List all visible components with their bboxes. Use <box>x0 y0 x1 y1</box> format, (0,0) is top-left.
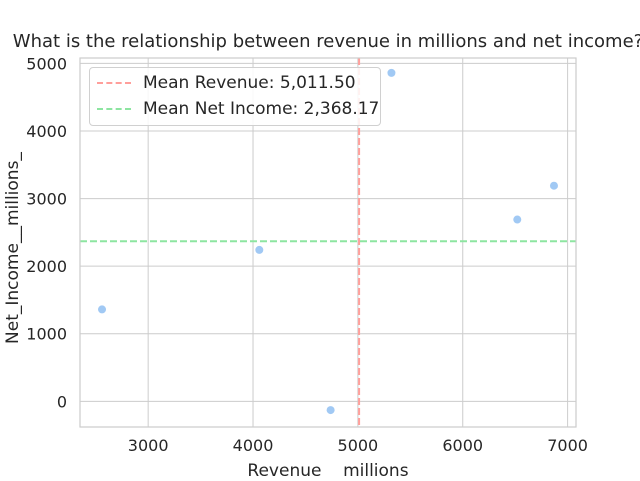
legend-entry-mean-revenue: Mean Revenue: 5,011.50 <box>97 72 356 94</box>
legend-swatch-mean-net-income <box>97 108 131 110</box>
chart-title: What is the relationship between revenue… <box>12 31 640 52</box>
x-tick-label: 7000 <box>547 436 588 455</box>
x-tick-label: 3000 <box>128 436 169 455</box>
legend-label-mean-net-income: Mean Net Income: 2,368.17 <box>143 99 380 119</box>
y-tick-label: 2000 <box>26 257 67 276</box>
legend: Mean Revenue: 5,011.50 Mean Net Income: … <box>89 67 381 126</box>
y-axis-label: Net_Income__millions_ <box>3 152 23 344</box>
legend-swatch-mean-revenue <box>97 82 131 84</box>
tick-labels: 3000 4000 5000 6000 7000 0 1000 2000 3000 4000 500… <box>26 54 588 455</box>
legend-entry-mean-net-income: Mean Net Income: 2,368.17 <box>97 98 379 120</box>
data-point <box>255 245 264 254</box>
legend-label-mean-revenue: Mean Revenue: 5,011.50 <box>143 73 356 93</box>
x-tick-label: 5000 <box>338 436 379 455</box>
y-tick-label: 3000 <box>26 190 67 209</box>
y-tick-label: 4000 <box>26 122 67 141</box>
data-point <box>549 181 558 190</box>
x-tick-label: 4000 <box>233 436 274 455</box>
y-tick-label: 5000 <box>26 54 67 73</box>
x-axis-label: Revenue millions <box>247 461 409 481</box>
x-tick-label: 6000 <box>442 436 483 455</box>
y-tick-label: 0 <box>57 392 67 411</box>
y-tick-label: 1000 <box>26 325 67 344</box>
data-point <box>387 68 396 77</box>
plot-frame <box>79 57 577 428</box>
data-point <box>326 406 335 415</box>
data-points <box>98 68 558 415</box>
data-point <box>98 305 107 314</box>
data-point <box>513 215 522 224</box>
